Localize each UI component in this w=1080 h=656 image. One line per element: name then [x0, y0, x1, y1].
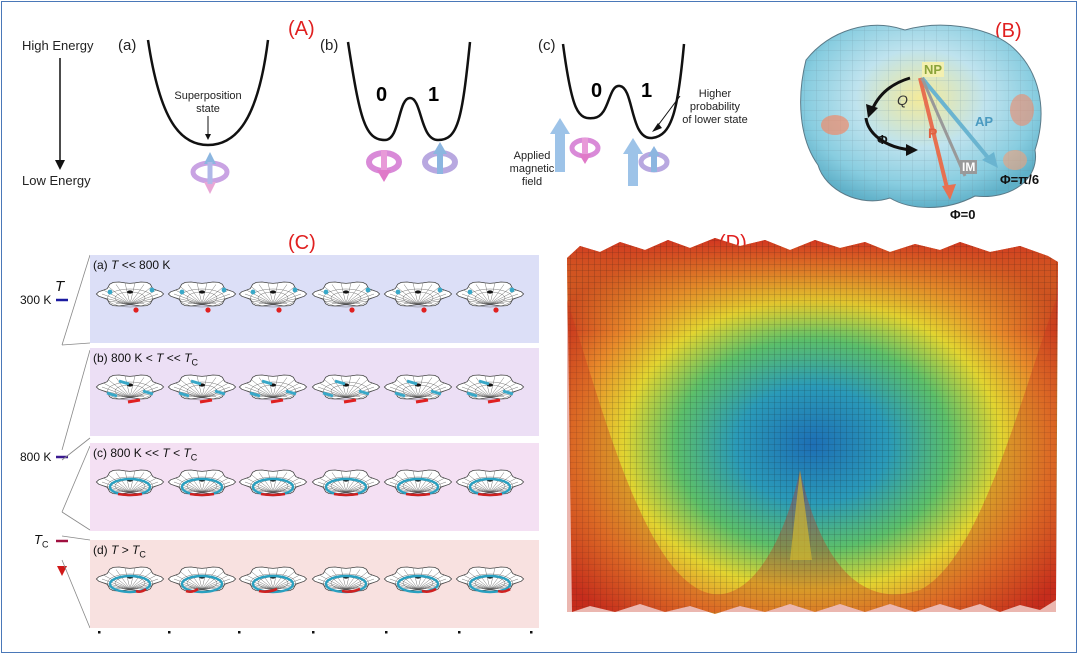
landscape-icon: [311, 281, 381, 313]
state-0-label: 0: [376, 84, 388, 106]
panel-b-label: (B): [995, 20, 1022, 42]
magnetic-field-arrows: [550, 118, 643, 186]
row-b-label: (b) 800 K < T << TC: [93, 351, 198, 368]
tick-dot: [312, 631, 315, 634]
applied-field-label: Applied magnetic field: [509, 150, 555, 188]
axis-t-label: T: [55, 278, 65, 295]
row-c-label: (c) 800 K << T < TC: [93, 446, 198, 463]
sub-c-label: (c): [538, 37, 556, 54]
landscape-icon: [455, 469, 525, 497]
energy-arrow: [55, 58, 65, 170]
low-energy-label: Low Energy: [22, 173, 91, 188]
ap-label: AP: [975, 114, 994, 129]
tick-dot: [238, 631, 241, 634]
sub-a-label: (a): [118, 37, 137, 54]
row-a-label: (a) T << 800 K: [93, 258, 171, 272]
landscape-icon: [383, 566, 453, 594]
c-spin-icons: [569, 137, 670, 173]
tilted-well-curve: [561, 43, 686, 140]
energy-surface-3d: [800, 24, 1042, 208]
im-label: IM: [960, 160, 978, 174]
sub-b-label: (b): [320, 37, 339, 54]
panel-c-label: (C): [288, 232, 316, 254]
row-c-band: [90, 443, 539, 531]
temperature-axis: [56, 254, 91, 629]
t300-label: 300 K: [20, 293, 52, 307]
landscape-icon: [383, 469, 453, 497]
landscape-icon: [95, 469, 165, 497]
superposition-spin-icon: [190, 152, 230, 194]
p-label: P: [928, 125, 938, 141]
row-d-band: [90, 540, 539, 628]
landscape-icon: [455, 281, 525, 313]
high-energy-label: High Energy: [22, 38, 94, 53]
landscape-icon: [383, 374, 453, 404]
landscape-icon: [167, 281, 237, 313]
landscape-icon: [167, 566, 237, 594]
landscape-icon: [167, 469, 237, 497]
landscape-icon: [167, 374, 237, 404]
tick-dot: [458, 631, 461, 634]
phi-pi6-label: Φ=π/6: [1000, 172, 1040, 187]
c-state-1-label: 1: [641, 80, 653, 102]
phi0-label: Φ=0: [950, 207, 976, 222]
row-d-label: (d) T > TC: [93, 543, 146, 560]
q-label: Q: [897, 92, 908, 108]
landscape-icon: [311, 374, 381, 404]
landscape-icon: [455, 566, 525, 594]
spin-up-icon: [422, 142, 458, 174]
single-well-curve: [146, 39, 270, 147]
higher-probability-label: Higher probability of lower state: [682, 88, 748, 126]
c-state-0-label: 0: [591, 80, 603, 102]
tick-dot: [98, 631, 101, 634]
tick-dot: [168, 631, 171, 634]
np-label: NP: [922, 62, 945, 77]
tick-dot: [530, 631, 533, 634]
landscape-icon: [95, 566, 165, 594]
landscape-icon: [311, 469, 381, 497]
landscape-icon: [238, 374, 308, 404]
landscape-icon: [455, 374, 525, 404]
t800-label: 800 K: [20, 450, 52, 464]
landscape-icon: [238, 281, 308, 313]
landscape-icon: [383, 281, 453, 313]
panel-a-label: (A): [288, 18, 315, 40]
double-well-curve: [346, 41, 472, 142]
landscape-icon: [95, 374, 165, 404]
superposition-label: Superposition state: [174, 90, 242, 115]
row-a-band: [90, 255, 539, 343]
landscape-icon: [311, 566, 381, 594]
landscape-icon: [95, 281, 165, 313]
landscape-icon: [238, 469, 308, 497]
row-b-band: [90, 348, 539, 436]
tick-dot: [385, 631, 388, 634]
spin-down-icon: [366, 150, 402, 182]
landscape-icon: [238, 566, 308, 594]
landscape-grid: [95, 281, 533, 634]
state-1-label: 1: [428, 84, 440, 106]
phi-label: Φ: [877, 132, 888, 147]
tc-label: TC: [34, 532, 49, 550]
